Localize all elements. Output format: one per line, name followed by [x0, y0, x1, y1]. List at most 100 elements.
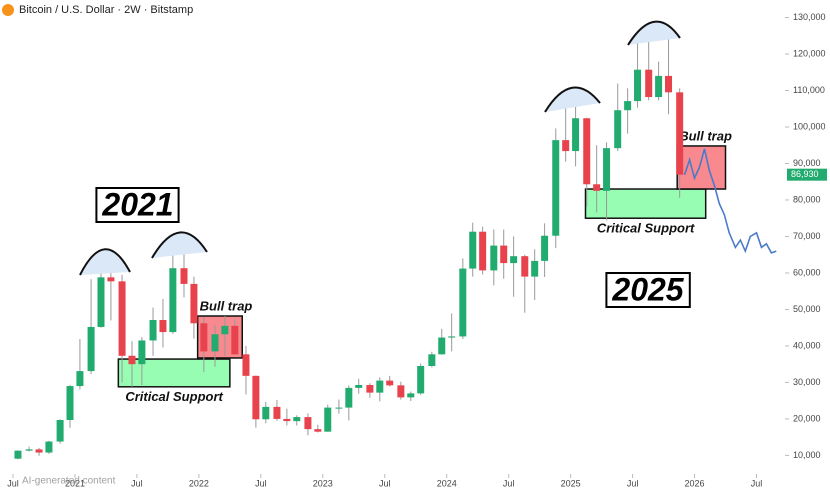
candle-body: [552, 140, 560, 236]
candle-body: [624, 101, 632, 111]
y-tick-label: 20,000: [793, 413, 821, 423]
candle-body: [273, 406, 281, 419]
y-tick-label: 50,000: [793, 304, 821, 314]
candle-body: [366, 384, 374, 393]
candle-body: [521, 256, 529, 277]
chart-title: Bitcoin / U.S. Dollar · 2W · Bitstamp: [19, 4, 193, 16]
candle-body: [479, 231, 487, 271]
year-label: 2021: [101, 186, 173, 222]
zone-box: [117, 358, 231, 388]
coin-icon: [2, 4, 14, 16]
candle-body: [386, 380, 394, 386]
candle-body: [335, 407, 343, 409]
candle-body: [128, 355, 136, 365]
y-tick-label: 90,000: [793, 158, 821, 168]
candle-body: [314, 429, 322, 432]
candle-body: [397, 385, 405, 398]
year-label: 2025: [611, 271, 684, 307]
x-tick-label: Jul: [131, 478, 143, 488]
candle-body: [562, 140, 570, 152]
candle-body: [490, 245, 498, 271]
candle-body: [66, 386, 74, 421]
candle-body: [242, 354, 250, 376]
candle-body: [180, 268, 188, 284]
x-tick-label: 2025: [561, 478, 581, 488]
candle-body: [138, 340, 146, 365]
candle-body: [676, 92, 684, 175]
peak-arc: [544, 86, 601, 113]
candle-body: [231, 325, 239, 355]
candle-body: [293, 417, 301, 422]
candle-body: [417, 366, 425, 394]
candle-body: [262, 406, 270, 420]
candle-body: [603, 148, 611, 191]
zone-box: [676, 145, 727, 190]
candle-body: [345, 387, 353, 408]
candle-body: [510, 256, 518, 264]
candle-body: [655, 75, 663, 98]
candle-body: [376, 380, 384, 393]
x-tick-label: 2024: [437, 478, 457, 488]
candle-body: [448, 336, 456, 338]
candle-body: [459, 268, 467, 337]
candle-body: [149, 320, 157, 341]
x-tick-label: Jul: [379, 478, 391, 488]
x-tick-label: 2023: [313, 478, 333, 488]
x-tick-label: Jul: [503, 478, 515, 488]
candle-body: [428, 354, 436, 367]
candle-body: [283, 418, 291, 422]
y-tick-label: 60,000: [793, 267, 821, 277]
candle-body: [438, 337, 446, 355]
year-box: [95, 187, 180, 223]
candle-body: [118, 281, 126, 356]
x-tick-label: Jul: [255, 478, 267, 488]
y-tick-label: 70,000: [793, 231, 821, 241]
candle-body: [583, 118, 591, 185]
candle-body: [541, 235, 549, 261]
candle-body: [107, 277, 115, 282]
candle-body: [304, 417, 312, 430]
x-tick-label: Jul: [627, 478, 639, 488]
y-tick-label: 100,000: [793, 121, 826, 131]
zone-label: Bull trap: [679, 128, 732, 143]
peak-arc: [79, 248, 131, 276]
candle-body: [190, 283, 198, 324]
zone-label: Bull trap: [200, 298, 253, 313]
candle-body: [211, 334, 219, 352]
peak-arcs: [79, 20, 681, 276]
zone-box: [584, 188, 707, 219]
y-tick-label: 110,000: [793, 85, 825, 95]
candle-body: [87, 326, 95, 372]
candle-body: [324, 407, 332, 432]
candle-body: [45, 441, 53, 453]
y-tick-label: 120,000: [793, 48, 826, 58]
candle-body: [469, 231, 477, 269]
year-annotation: 2025: [605, 271, 691, 308]
candle-body: [159, 320, 167, 333]
candle-body: [25, 449, 33, 451]
candle-body: [500, 245, 508, 264]
x-tick-label: Jul: [7, 478, 19, 488]
y-tick-label: 10,000: [793, 450, 821, 460]
candle-body: [614, 110, 622, 149]
y-tick-label: 30,000: [793, 377, 821, 387]
zone-label: Critical Support: [597, 221, 695, 236]
candle-body: [645, 69, 653, 98]
last-price-label: 86,930: [791, 169, 819, 179]
watermark: AI-generated content: [22, 476, 116, 487]
peak-arc: [151, 231, 208, 259]
candle-body: [200, 323, 208, 352]
year-box: [605, 272, 691, 308]
candle-body: [593, 184, 601, 191]
y-tick-label: 80,000: [793, 194, 821, 204]
candle-body: [252, 375, 260, 420]
projection-line: [683, 148, 777, 254]
candle-body: [665, 75, 673, 93]
candle-body: [221, 325, 229, 335]
candle-body: [407, 393, 415, 398]
x-tick-label: 2021: [65, 478, 85, 488]
candle-body: [169, 268, 177, 333]
candle-body: [634, 69, 642, 102]
